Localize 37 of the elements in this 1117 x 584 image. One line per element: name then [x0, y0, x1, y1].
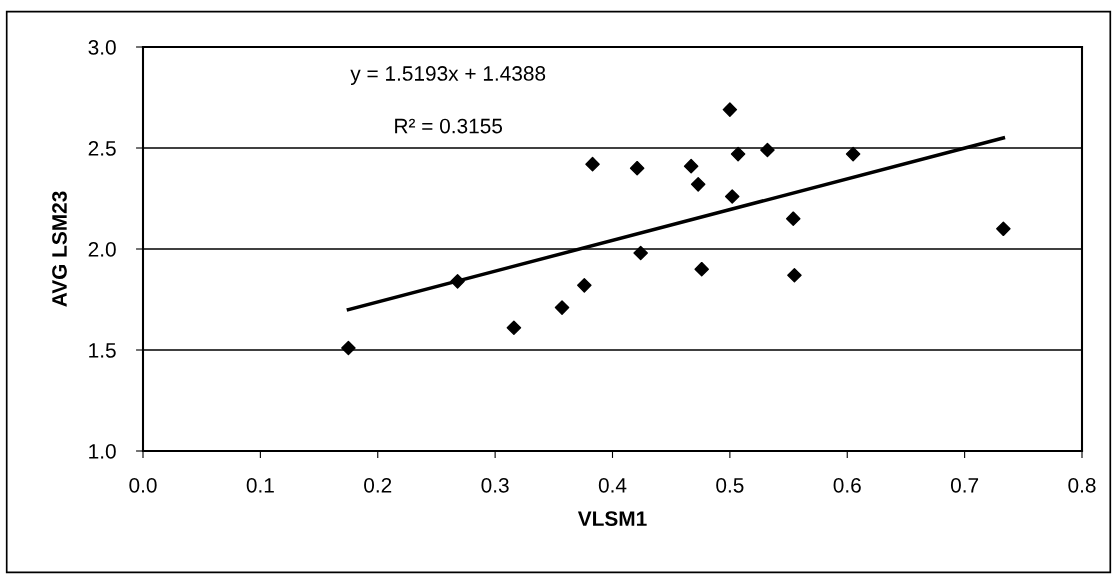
point	[996, 221, 1011, 237]
x-tick-label: 0.2	[364, 477, 392, 493]
point	[554, 300, 570, 315]
y-tick-label: 1.5	[89, 343, 116, 358]
point	[629, 160, 645, 176]
x-tick-label: 0.0	[129, 477, 157, 493]
x-tick-label: 0.8	[1068, 477, 1096, 493]
point	[341, 340, 356, 356]
point	[633, 245, 648, 261]
point	[577, 278, 592, 293]
point	[722, 102, 738, 117]
y-tick-label: 2.5	[88, 141, 116, 156]
x-tick-label: 0.3	[481, 477, 509, 493]
x-tick-label: 0.6	[833, 477, 861, 493]
point	[683, 158, 699, 174]
point	[506, 320, 522, 336]
annotation: R² = 0.3155	[395, 118, 503, 134]
y-axis-title: AVG LSM23	[52, 191, 67, 307]
y-tick-label: 2.0	[88, 242, 116, 257]
point	[450, 274, 465, 289]
point	[694, 261, 709, 277]
point	[585, 156, 600, 172]
point	[724, 189, 740, 204]
x-tick-label: 0.4	[598, 477, 627, 493]
x-tick-label: 0.7	[950, 477, 979, 493]
x-tick-label: 0.5	[716, 477, 744, 493]
point	[845, 146, 861, 162]
point	[787, 267, 802, 283]
x-axis-title: VLSM1	[577, 511, 647, 526]
x-tick-label: 0.1	[246, 477, 274, 493]
point	[760, 142, 775, 158]
y-tick-label: 3.0	[88, 40, 116, 55]
annotation: y = 1.5193x + 1.4388	[350, 66, 546, 85]
point	[785, 211, 801, 226]
point	[690, 177, 706, 192]
y-tick-label: 1.0	[89, 444, 116, 459]
point	[730, 146, 746, 162]
